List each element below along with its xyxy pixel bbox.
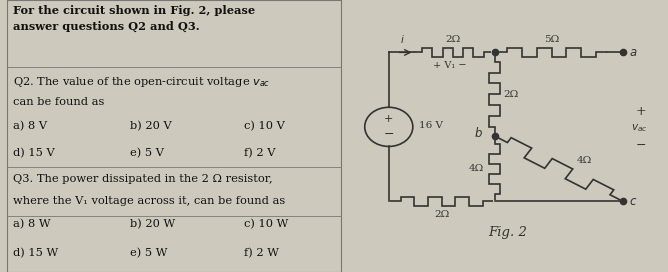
Text: can be found as: can be found as [13,97,105,107]
Text: c) 10 W: c) 10 W [244,219,288,229]
Text: −: − [383,128,394,141]
Text: b) 20 W: b) 20 W [130,219,176,229]
Text: e) 5 W: e) 5 W [130,248,168,258]
Text: Q3. The power dissipated in the 2 Ω resistor,: Q3. The power dissipated in the 2 Ω resi… [13,174,273,184]
Text: f) 2 V: f) 2 V [244,148,275,159]
Text: where the V₁ voltage across it, can be found as: where the V₁ voltage across it, can be f… [13,196,286,206]
Text: +: + [384,114,393,124]
Text: + V₁ −: + V₁ − [433,61,466,70]
Text: b) 20 V: b) 20 V [130,121,172,131]
Text: −: − [635,139,646,152]
Text: Q2. The value of the open-circuit voltage $v_{ac}$: Q2. The value of the open-circuit voltag… [13,75,271,89]
Text: For the circuit shown in Fig. 2, please
answer questions Q2 and Q3.: For the circuit shown in Fig. 2, please … [13,5,255,32]
Text: 2Ω: 2Ω [434,210,450,219]
Text: 16 V: 16 V [420,121,444,130]
Text: a) 8 V: a) 8 V [13,121,47,131]
Text: d) 15 W: d) 15 W [13,248,59,258]
Text: $b$: $b$ [474,126,484,140]
Text: +: + [635,105,646,118]
Text: f) 2 W: f) 2 W [244,248,279,258]
Text: $i$: $i$ [400,33,405,45]
Text: $c$: $c$ [629,195,637,208]
Text: a) 8 W: a) 8 W [13,219,51,229]
Text: c) 10 V: c) 10 V [244,121,285,131]
Text: 4Ω: 4Ω [576,156,592,165]
Text: e) 5 V: e) 5 V [130,148,164,159]
Text: 2Ω: 2Ω [446,35,460,44]
Text: 2Ω: 2Ω [504,90,519,99]
Text: d) 15 V: d) 15 V [13,148,55,159]
Text: 5Ω: 5Ω [544,35,559,44]
Text: $v_{ac}$: $v_{ac}$ [631,122,648,134]
Text: $a$: $a$ [629,46,638,59]
Text: Fig. 2: Fig. 2 [488,226,527,239]
Text: 4Ω: 4Ω [469,164,484,173]
